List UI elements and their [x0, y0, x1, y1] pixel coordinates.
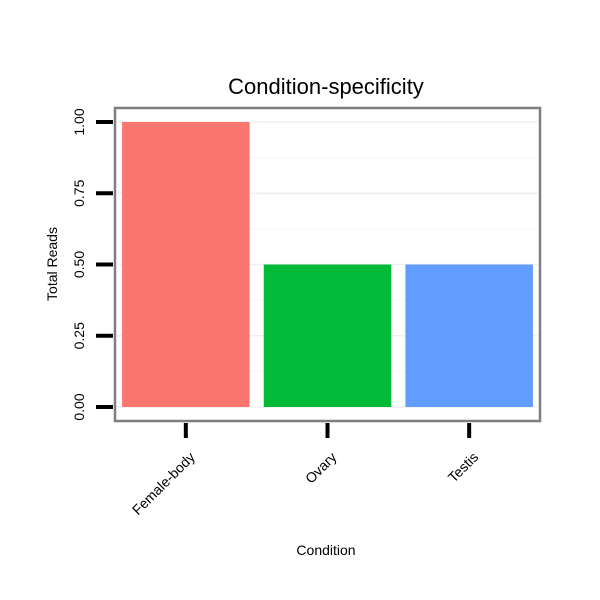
x-tick-label: Testis — [445, 449, 482, 486]
y-tick-label: 1.00 — [71, 108, 87, 135]
y-axis-label: Total Reads — [44, 227, 60, 301]
y-tick-label: 0.25 — [71, 322, 87, 349]
y-tick-label: 0.50 — [71, 251, 87, 278]
chart-title: Condition-specificity — [228, 74, 424, 99]
x-tick-label: Female-body — [129, 449, 198, 518]
bar-ovary — [263, 264, 392, 407]
y-tick-label: 0.00 — [71, 393, 87, 420]
x-axis-label: Condition — [296, 542, 355, 558]
bar-testis — [405, 264, 533, 407]
bar-female-body — [122, 122, 250, 407]
x-tick-label: Ovary — [302, 449, 340, 487]
y-tick-label: 0.75 — [71, 179, 87, 206]
